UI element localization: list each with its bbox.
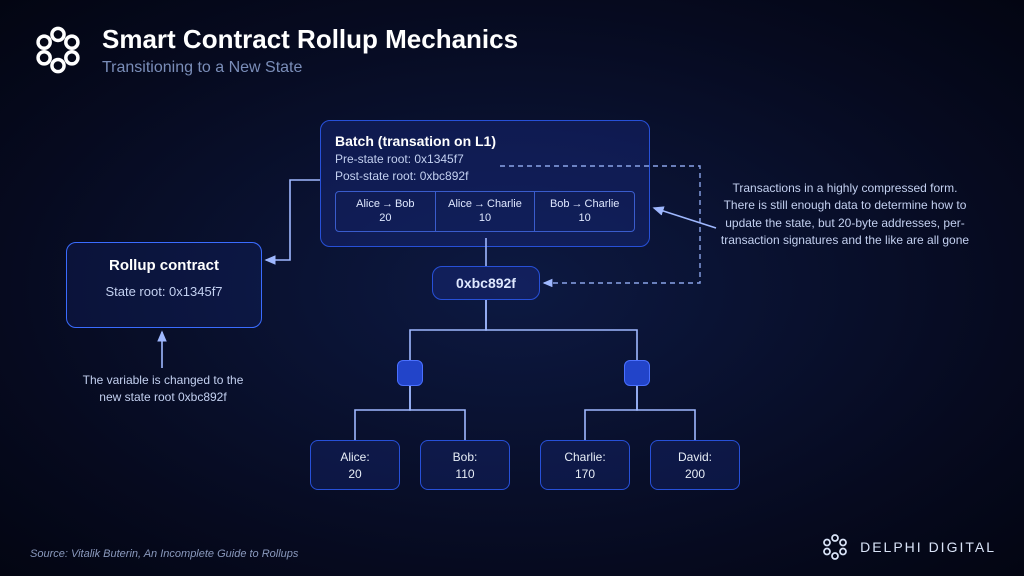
rollup-note: The variable is changed to the new state… xyxy=(78,372,248,407)
tx-to: Charlie xyxy=(487,198,522,210)
rollup-title: Rollup contract xyxy=(77,257,251,274)
merkle-leaf: Bob: 110 xyxy=(420,440,510,490)
rollup-state-root: State root: 0x1345f7 xyxy=(77,284,251,299)
leaf-name: Charlie xyxy=(564,450,602,464)
tx-amount: 20 xyxy=(379,212,391,224)
brand-label: DELPHI DIGITAL xyxy=(860,539,996,555)
source-credit: Source: Vitalik Buterin, An Incomplete G… xyxy=(30,548,298,560)
arrow-icon: → xyxy=(472,198,487,210)
arrow-icon: → xyxy=(570,198,585,210)
transactions-note: Transactions in a highly compressed form… xyxy=(720,180,970,250)
leaf-name: Alice xyxy=(340,450,366,464)
merkle-leaf: Alice: 20 xyxy=(310,440,400,490)
leaf-balance: 200 xyxy=(685,467,705,481)
batch-title: Batch (transation on L1) xyxy=(335,133,635,149)
leaf-name: Bob xyxy=(453,450,474,464)
arrow-icon: → xyxy=(380,198,395,210)
leaf-balance: 20 xyxy=(348,467,361,481)
leaf-balance: 110 xyxy=(455,467,474,481)
merkle-node xyxy=(397,360,423,386)
tx-from: Alice xyxy=(356,198,380,210)
tx-to: Charlie xyxy=(585,198,620,210)
merkle-leaf: Charlie: 170 xyxy=(540,440,630,490)
rollup-contract-box: Rollup contract State root: 0x1345f7 xyxy=(66,242,262,328)
leaf-name: David xyxy=(678,450,709,464)
tx-amount: 10 xyxy=(479,212,491,224)
tx-from: Alice xyxy=(448,198,472,210)
tx-from: Bob xyxy=(550,198,570,210)
brand-icon xyxy=(820,532,850,562)
page-title: Smart Contract Rollup Mechanics xyxy=(102,24,518,55)
batch-pre-root: Pre-state root: 0x1345f7 xyxy=(335,152,635,166)
merkle-node xyxy=(624,360,650,386)
header: Smart Contract Rollup Mechanics Transiti… xyxy=(32,24,518,77)
tx-cell: Alice→Bob 20 xyxy=(336,192,436,231)
merkle-root-label: 0xbc892f xyxy=(456,275,516,291)
batch-post-root: Post-state root: 0xbc892f xyxy=(335,169,635,183)
brand-footer: DELPHI DIGITAL xyxy=(820,532,996,562)
merkle-leaf: David: 200 xyxy=(650,440,740,490)
page-subtitle: Transitioning to a New State xyxy=(102,59,518,77)
tx-cell: Alice→Charlie 10 xyxy=(436,192,536,231)
tx-row: Alice→Bob 20 Alice→Charlie 10 Bob→Charli… xyxy=(335,191,635,232)
leaf-balance: 170 xyxy=(575,467,595,481)
batch-box: Batch (transation on L1) Pre-state root:… xyxy=(320,120,650,247)
tx-cell: Bob→Charlie 10 xyxy=(535,192,634,231)
logo-icon xyxy=(32,24,84,76)
tx-amount: 10 xyxy=(579,212,591,224)
tx-to: Bob xyxy=(395,198,415,210)
merkle-root-box: 0xbc892f xyxy=(432,266,540,300)
